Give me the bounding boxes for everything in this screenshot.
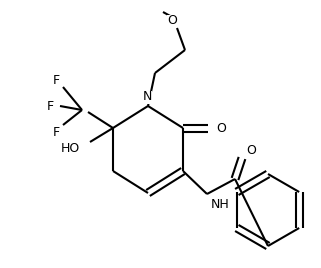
Text: F: F <box>52 73 60 87</box>
Text: O: O <box>167 14 177 28</box>
Text: HO: HO <box>61 142 80 154</box>
Text: O: O <box>246 144 256 158</box>
Text: N: N <box>142 91 152 103</box>
Text: F: F <box>52 125 60 139</box>
Text: NH: NH <box>211 198 230 210</box>
Text: F: F <box>47 99 54 113</box>
Text: O: O <box>216 121 226 135</box>
